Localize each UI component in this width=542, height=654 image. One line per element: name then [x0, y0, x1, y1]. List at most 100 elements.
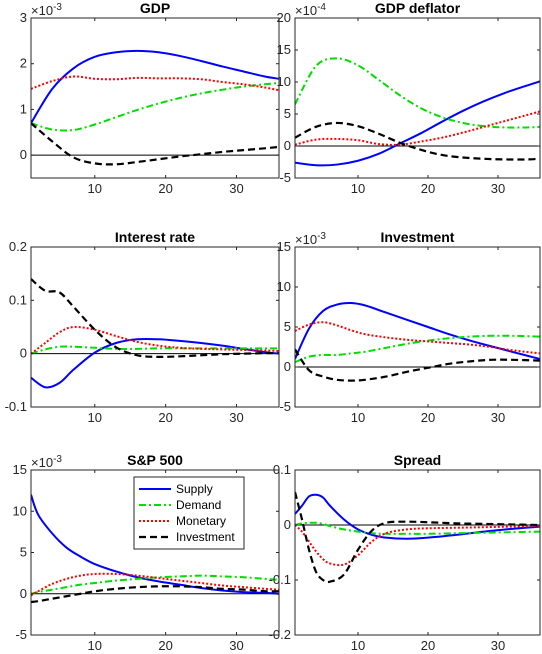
y-tick-label: -5 [15, 627, 27, 642]
axes-box [30, 246, 280, 408]
axes-box [294, 17, 541, 179]
series-line-supply [295, 80, 540, 167]
series-line-demand [31, 574, 279, 595]
panel-title: Investment [381, 229, 455, 245]
axis-exponent: ×10-4 [295, 2, 326, 18]
x-tick-label: 20 [421, 181, 435, 196]
y-tick-label: 5 [284, 319, 291, 334]
panel-3: Interest rate 10 20 30 -0.1 0 0.1 0.2 [5, 229, 280, 425]
y-tick-label: 5 [20, 545, 27, 560]
x-tick-label: 30 [491, 181, 505, 196]
y-tick-label: 0.1 [9, 292, 27, 307]
x-tick-label: 20 [158, 410, 172, 425]
y-tick-label: -0.1 [5, 399, 27, 414]
legend-label-monetary: Monetary [176, 514, 226, 528]
axis-exponent: ×10-3 [31, 454, 62, 470]
y-tick-label: 2 [20, 56, 27, 71]
y-tick-label: 0 [20, 147, 27, 162]
legend: Supply Demand Monetary Investment [133, 476, 245, 550]
series-line-supply [31, 494, 279, 595]
y-tick-label: 10 [277, 279, 291, 294]
series-line-monetary [295, 321, 540, 355]
x-tick-label: 30 [229, 181, 243, 196]
panel-title: Spread [394, 452, 441, 468]
y-tick-label: 0 [20, 346, 27, 361]
series-line-monetary [295, 524, 540, 567]
series-line-investment [31, 122, 279, 166]
axes-box [294, 246, 541, 408]
y-tick-label: 10 [277, 74, 291, 89]
legend-label-supply: Supply [176, 482, 213, 496]
y-tick-label: -0.2 [269, 627, 291, 642]
series-line-demand [295, 521, 540, 535]
series-line-demand [295, 57, 540, 129]
series-group [295, 301, 540, 382]
y-tick-label: 0 [20, 586, 27, 601]
panel-title: GDP [140, 0, 170, 16]
legend-label-investment: Investment [176, 530, 235, 544]
y-tick-label: 15 [277, 239, 291, 254]
panel-title: S&P 500 [127, 452, 183, 468]
axis-exponent: ×10-3 [295, 231, 326, 247]
x-tick-label: 10 [88, 410, 102, 425]
axes-box [30, 17, 280, 179]
panel-6: Spread 10 20 30 -0.2 -0.1 0 0.1 [269, 452, 541, 653]
y-tick-label: -5 [279, 399, 291, 414]
series-group [31, 278, 279, 389]
series-line-investment [31, 278, 279, 359]
panel-title: GDP deflator [375, 0, 461, 16]
series-line-demand [31, 345, 279, 355]
y-tick-label: 10 [13, 503, 27, 518]
series-group [31, 49, 279, 166]
series-line-monetary [31, 325, 279, 355]
y-tick-label: 0.1 [273, 462, 291, 477]
x-tick-label: 20 [421, 638, 435, 653]
y-tick-label: 15 [13, 462, 27, 477]
panel-4: Investment ×10-3 10 20 30 -5 0 5 10 15 [277, 229, 541, 425]
series-line-monetary [295, 110, 540, 146]
series-line-demand [31, 81, 279, 132]
series-group [295, 57, 540, 167]
x-tick-label: 20 [421, 410, 435, 425]
series-group [31, 494, 279, 604]
series-line-supply [31, 337, 279, 389]
y-tick-label: 5 [284, 106, 291, 121]
y-tick-label: 15 [277, 42, 291, 57]
panel-2: GDP deflator ×10-4 10 20 30 -5 0 5 10 15 20 [277, 0, 541, 196]
y-tick-label: 0 [284, 517, 291, 532]
panel-title: Interest rate [115, 229, 195, 245]
series-line-supply [295, 301, 540, 360]
x-tick-label: 10 [351, 410, 365, 425]
y-tick-label: -0.1 [269, 572, 291, 587]
x-tick-label: 10 [351, 638, 365, 653]
y-tick-label: 0 [284, 138, 291, 153]
legend-label-demand: Demand [176, 498, 221, 512]
series-group [295, 491, 540, 584]
series-line-supply [31, 49, 279, 124]
x-tick-label: 30 [491, 410, 505, 425]
y-tick-label: 3 [20, 10, 27, 25]
x-tick-label: 20 [158, 638, 172, 653]
series-line-investment [295, 491, 540, 584]
panel-5: S&P 500 ×10-3 10 20 30 -5 0 5 10 15 [13, 452, 280, 653]
x-tick-label: 10 [88, 638, 102, 653]
axis-exponent: ×10-3 [31, 2, 62, 18]
panel-1: GDP ×10-3 10 20 30 0 1 2 3 [20, 0, 280, 196]
y-tick-label: 1 [20, 101, 27, 116]
series-line-investment [31, 585, 279, 604]
y-tick-label: -5 [279, 170, 291, 185]
series-line-demand [295, 334, 540, 364]
x-tick-label: 30 [491, 638, 505, 653]
x-tick-label: 20 [158, 181, 172, 196]
series-line-investment [295, 121, 540, 161]
series-line-monetary [31, 75, 279, 92]
axes-box [294, 469, 541, 636]
y-tick-label: 0.2 [9, 239, 27, 254]
x-tick-label: 10 [88, 181, 102, 196]
x-tick-label: 30 [229, 638, 243, 653]
series-line-monetary [31, 572, 279, 597]
y-tick-label: 0 [284, 359, 291, 374]
y-tick-label: 20 [277, 10, 291, 25]
x-tick-label: 30 [229, 410, 243, 425]
